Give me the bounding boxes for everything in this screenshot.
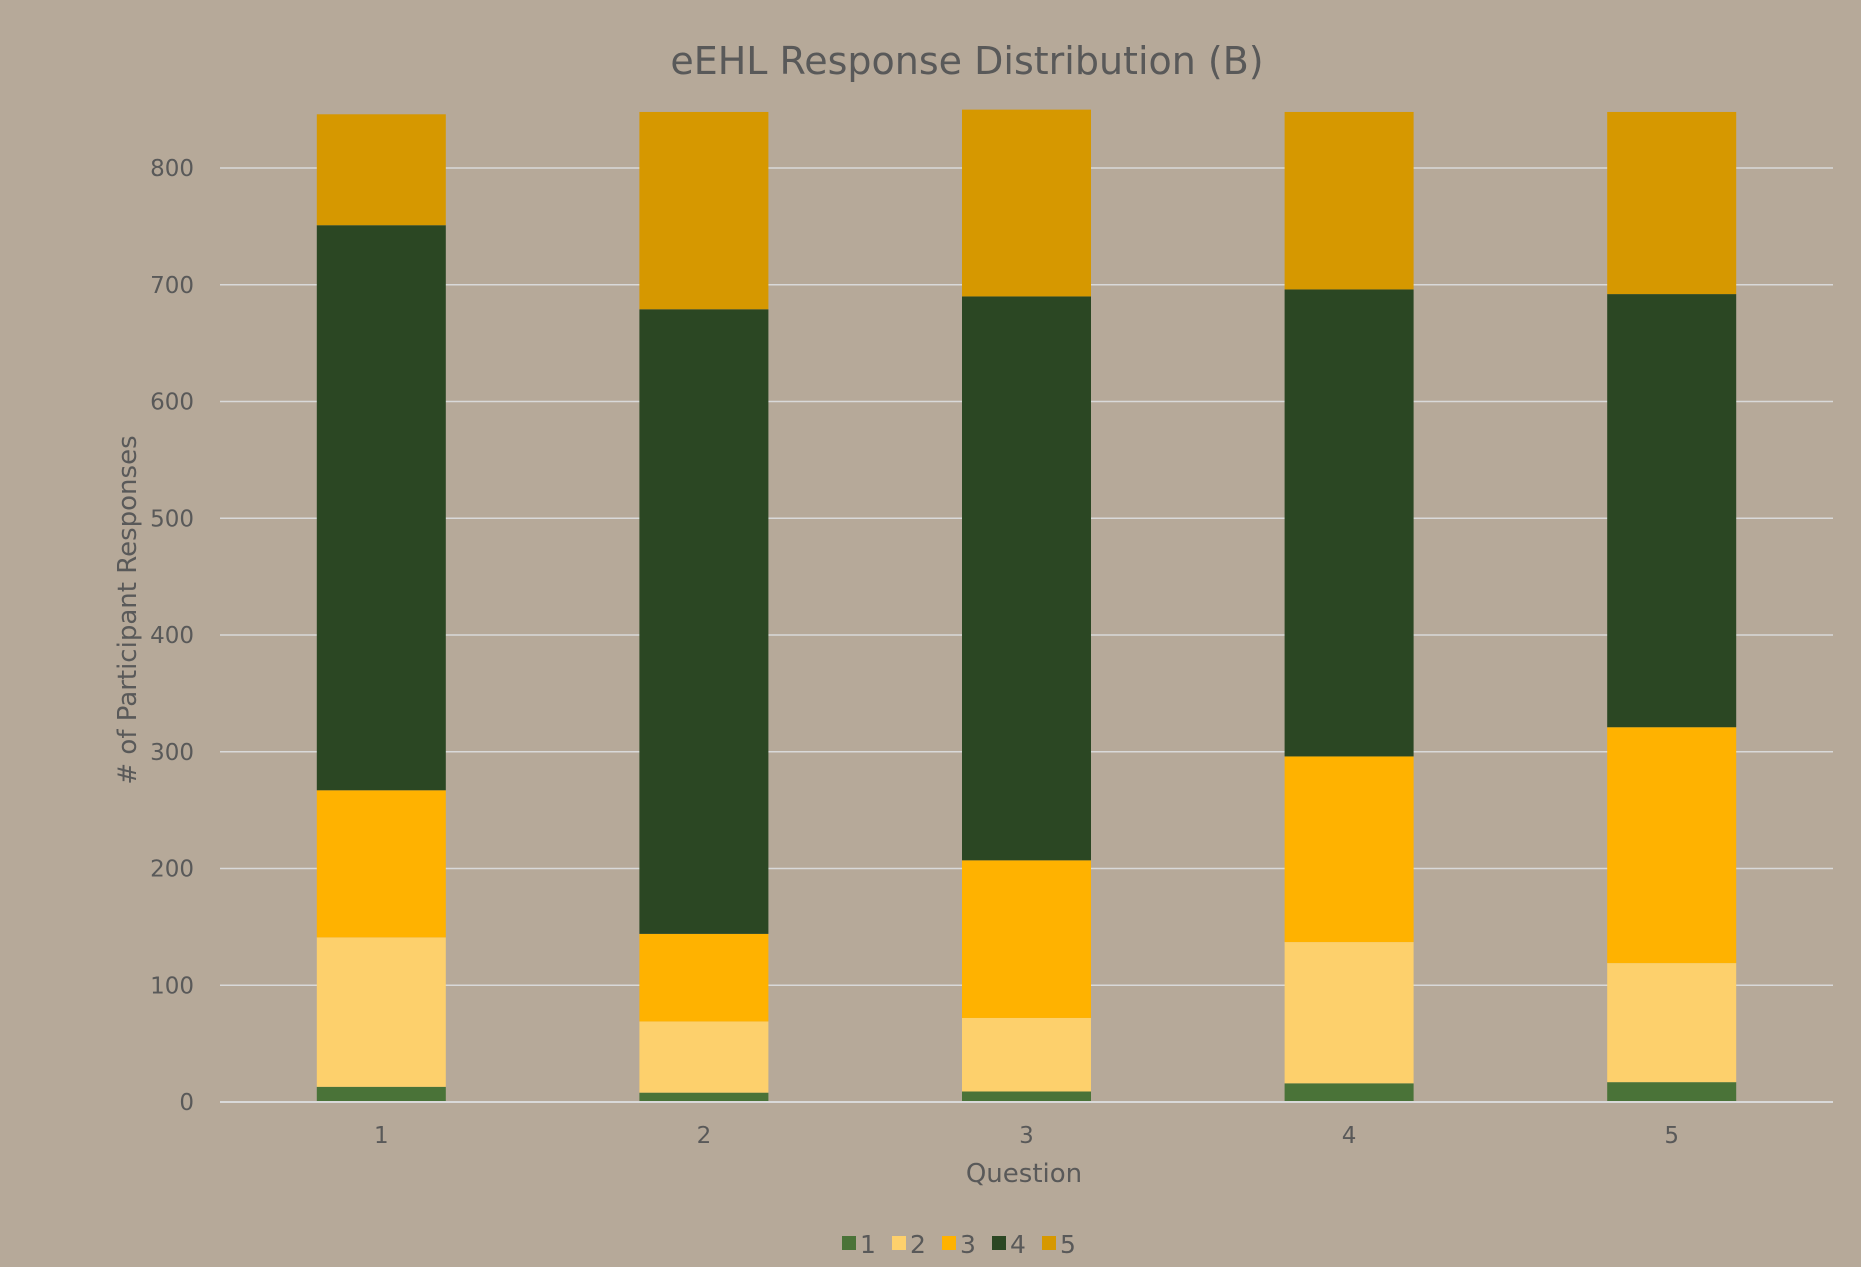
bar-q3-resp3 (962, 860, 1091, 1018)
bar-q2-resp1 (639, 1092, 769, 1102)
bar-q1-resp1 (316, 1086, 446, 1102)
legend-swatch (992, 1236, 1006, 1250)
y-tick-label: 400 (150, 623, 194, 649)
bar-q5-resp1 (1607, 1082, 1737, 1102)
bar-q1-resp2 (316, 937, 446, 1087)
bar-q1-resp3 (316, 790, 446, 938)
bars (316, 109, 1737, 1102)
legend-label: 1 (860, 1230, 876, 1259)
x-tick-label: 4 (1342, 1123, 1357, 1149)
y-tick-label: 700 (150, 273, 194, 299)
bar-q4-resp1 (1284, 1083, 1414, 1102)
bar-q5-resp2 (1607, 963, 1737, 1083)
bar-q2-resp5 (639, 111, 769, 310)
y-tick-label: 500 (150, 506, 194, 532)
legend-swatch (842, 1236, 856, 1250)
x-tick-label: 3 (1019, 1123, 1034, 1149)
legend-swatch (1042, 1236, 1056, 1250)
legend-label: 4 (1010, 1230, 1026, 1259)
bar-q4-resp4 (1284, 289, 1414, 757)
x-tick-label: 1 (374, 1123, 389, 1149)
legend-swatch (942, 1236, 956, 1250)
y-tick-label: 300 (150, 740, 194, 766)
bar-q5-resp4 (1607, 294, 1737, 728)
y-tick-label: 600 (150, 390, 194, 416)
x-tick-label: 2 (697, 1123, 712, 1149)
x-axis-ticks: 1 2 3 4 5 (374, 1123, 1679, 1149)
bar-q2-resp2 (639, 1021, 769, 1093)
bar-q4-resp5 (1284, 111, 1414, 290)
x-axis-label: Question (966, 1159, 1082, 1189)
bar-q4-resp2 (1284, 942, 1414, 1084)
y-axis-label: # of Participant Responses (113, 435, 143, 784)
bar-q3-resp5 (962, 109, 1091, 297)
legend-label: 2 (910, 1230, 926, 1259)
bar-q2-resp3 (639, 933, 769, 1022)
y-tick-label: 0 (179, 1090, 194, 1116)
legend: 1 2 3 4 5 (842, 1230, 1076, 1259)
bar-q1-resp5 (316, 114, 446, 226)
y-tick-label: 200 (150, 857, 194, 883)
bar-q4-resp3 (1284, 756, 1414, 943)
bar-q5-resp3 (1607, 727, 1737, 964)
chart-title: eEHL Response Distribution (B) (670, 39, 1263, 83)
legend-label: 3 (960, 1230, 976, 1259)
bar-q3-resp4 (962, 296, 1091, 861)
legend-label: 5 (1060, 1230, 1076, 1259)
legend-swatch (892, 1236, 906, 1250)
bar-q3-resp2 (962, 1017, 1091, 1092)
bar-q2-resp4 (639, 309, 769, 934)
bar-q3-resp1 (962, 1091, 1091, 1102)
bar-q1-resp4 (316, 225, 446, 791)
y-tick-label: 100 (150, 973, 194, 999)
y-axis-ticks: 0 100 200 300 400 500 600 700 800 (150, 156, 194, 1116)
y-tick-label: 800 (150, 156, 194, 182)
x-tick-label: 5 (1664, 1123, 1679, 1149)
bar-q5-resp5 (1607, 111, 1737, 295)
